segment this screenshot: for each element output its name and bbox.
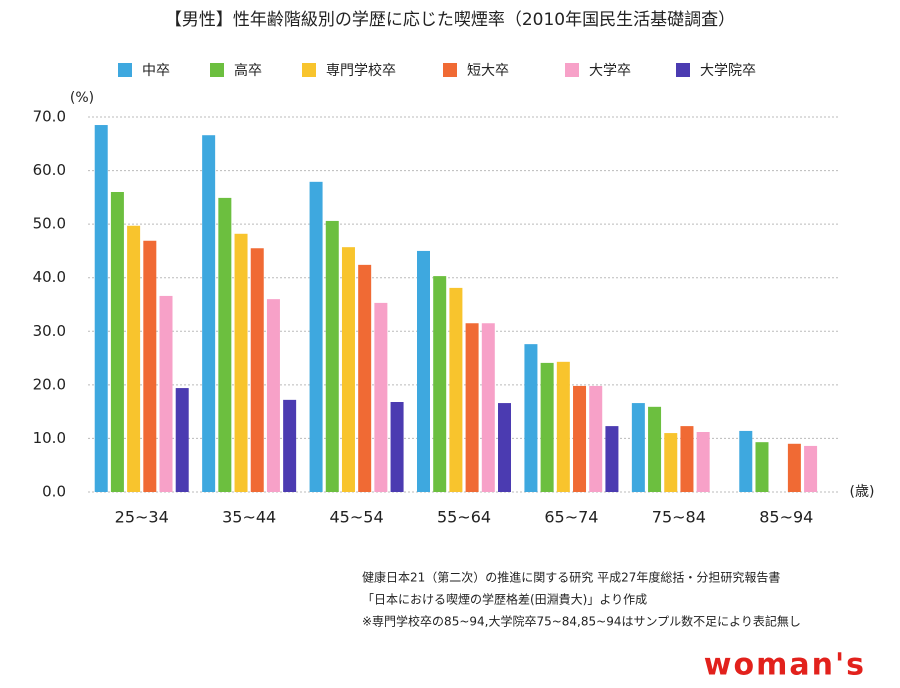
y-tick-label: 30.0 (33, 322, 66, 340)
y-tick-label: 70.0 (33, 108, 66, 126)
bar (341, 247, 355, 492)
bar (143, 240, 157, 492)
bar (202, 135, 216, 492)
bar (787, 443, 801, 492)
bar (540, 362, 554, 492)
source-note: 健康日本21（第二次）の推進に関する研究 平成27年度総括・分担研究報告書 (362, 570, 780, 585)
legend-swatch (443, 63, 457, 77)
bar (631, 403, 645, 492)
bar (696, 432, 710, 492)
bar (605, 426, 619, 492)
bar (234, 233, 248, 493)
logo: woman's (704, 648, 866, 683)
bar (390, 402, 404, 492)
bar (664, 433, 678, 492)
legend-label: 大学卒 (589, 63, 631, 79)
bar (573, 385, 587, 492)
bar (739, 430, 753, 492)
bar (175, 388, 189, 492)
legend-swatch (210, 63, 224, 77)
y-axis-label: (%) (70, 90, 94, 106)
legend-label: 専門学校卒 (326, 62, 396, 79)
source-note: 「日本における喫煙の学歴格差(田淵貴大)」より作成 (362, 592, 647, 607)
bar (325, 220, 339, 492)
bar (266, 299, 280, 492)
y-tick-label: 20.0 (33, 375, 66, 393)
bar (417, 250, 430, 492)
x-tick-label: 65~74 (544, 508, 598, 527)
legend-label: 高卒 (234, 62, 262, 79)
legend-label: 短大卒 (467, 63, 509, 79)
y-tick-label: 40.0 (33, 268, 66, 286)
bar (309, 181, 323, 493)
bar (481, 323, 495, 492)
legend-swatch (565, 63, 579, 77)
bar (218, 197, 232, 492)
bar (465, 323, 479, 492)
x-tick-label: 45~54 (330, 508, 384, 527)
chart-title: 【男性】性年齢階級別の学歴に応じた喫煙率（2010年国民生活基礎調査） (165, 10, 735, 30)
bar (589, 385, 603, 492)
bar (374, 302, 388, 492)
x-tick-label: 35~44 (222, 508, 276, 527)
bar (127, 225, 141, 492)
bar (755, 442, 769, 492)
bar (648, 406, 662, 492)
legend-label: 中卒 (142, 63, 170, 79)
y-tick-label: 0.0 (42, 483, 66, 501)
legend-label: 大学院卒 (700, 63, 756, 79)
bar (358, 264, 372, 492)
bar (524, 344, 538, 492)
source-note: ※専門学校卒の85~94,大学院卒75~84,85~94はサンプル数不足により表… (362, 614, 801, 629)
y-tick-label: 60.0 (33, 161, 66, 179)
x-axis-label: (歳) (850, 484, 875, 500)
bar (433, 276, 447, 492)
bar (159, 295, 173, 492)
bar (250, 248, 264, 492)
bar (680, 426, 694, 492)
bar (449, 287, 463, 492)
legend-swatch (676, 63, 690, 77)
x-tick-label: 25~34 (115, 508, 169, 527)
x-tick-label: 55~64 (437, 508, 491, 527)
bar (110, 192, 124, 492)
bar (498, 403, 511, 492)
legend-swatch (118, 63, 132, 77)
y-tick-label: 50.0 (33, 215, 66, 233)
x-tick-label: 85~94 (759, 508, 813, 527)
bar (94, 125, 108, 493)
bar (556, 361, 570, 492)
bar (283, 399, 297, 492)
x-tick-label: 75~84 (652, 508, 706, 527)
legend-swatch (302, 63, 316, 77)
y-tick-label: 10.0 (33, 429, 66, 447)
bar (804, 445, 818, 492)
